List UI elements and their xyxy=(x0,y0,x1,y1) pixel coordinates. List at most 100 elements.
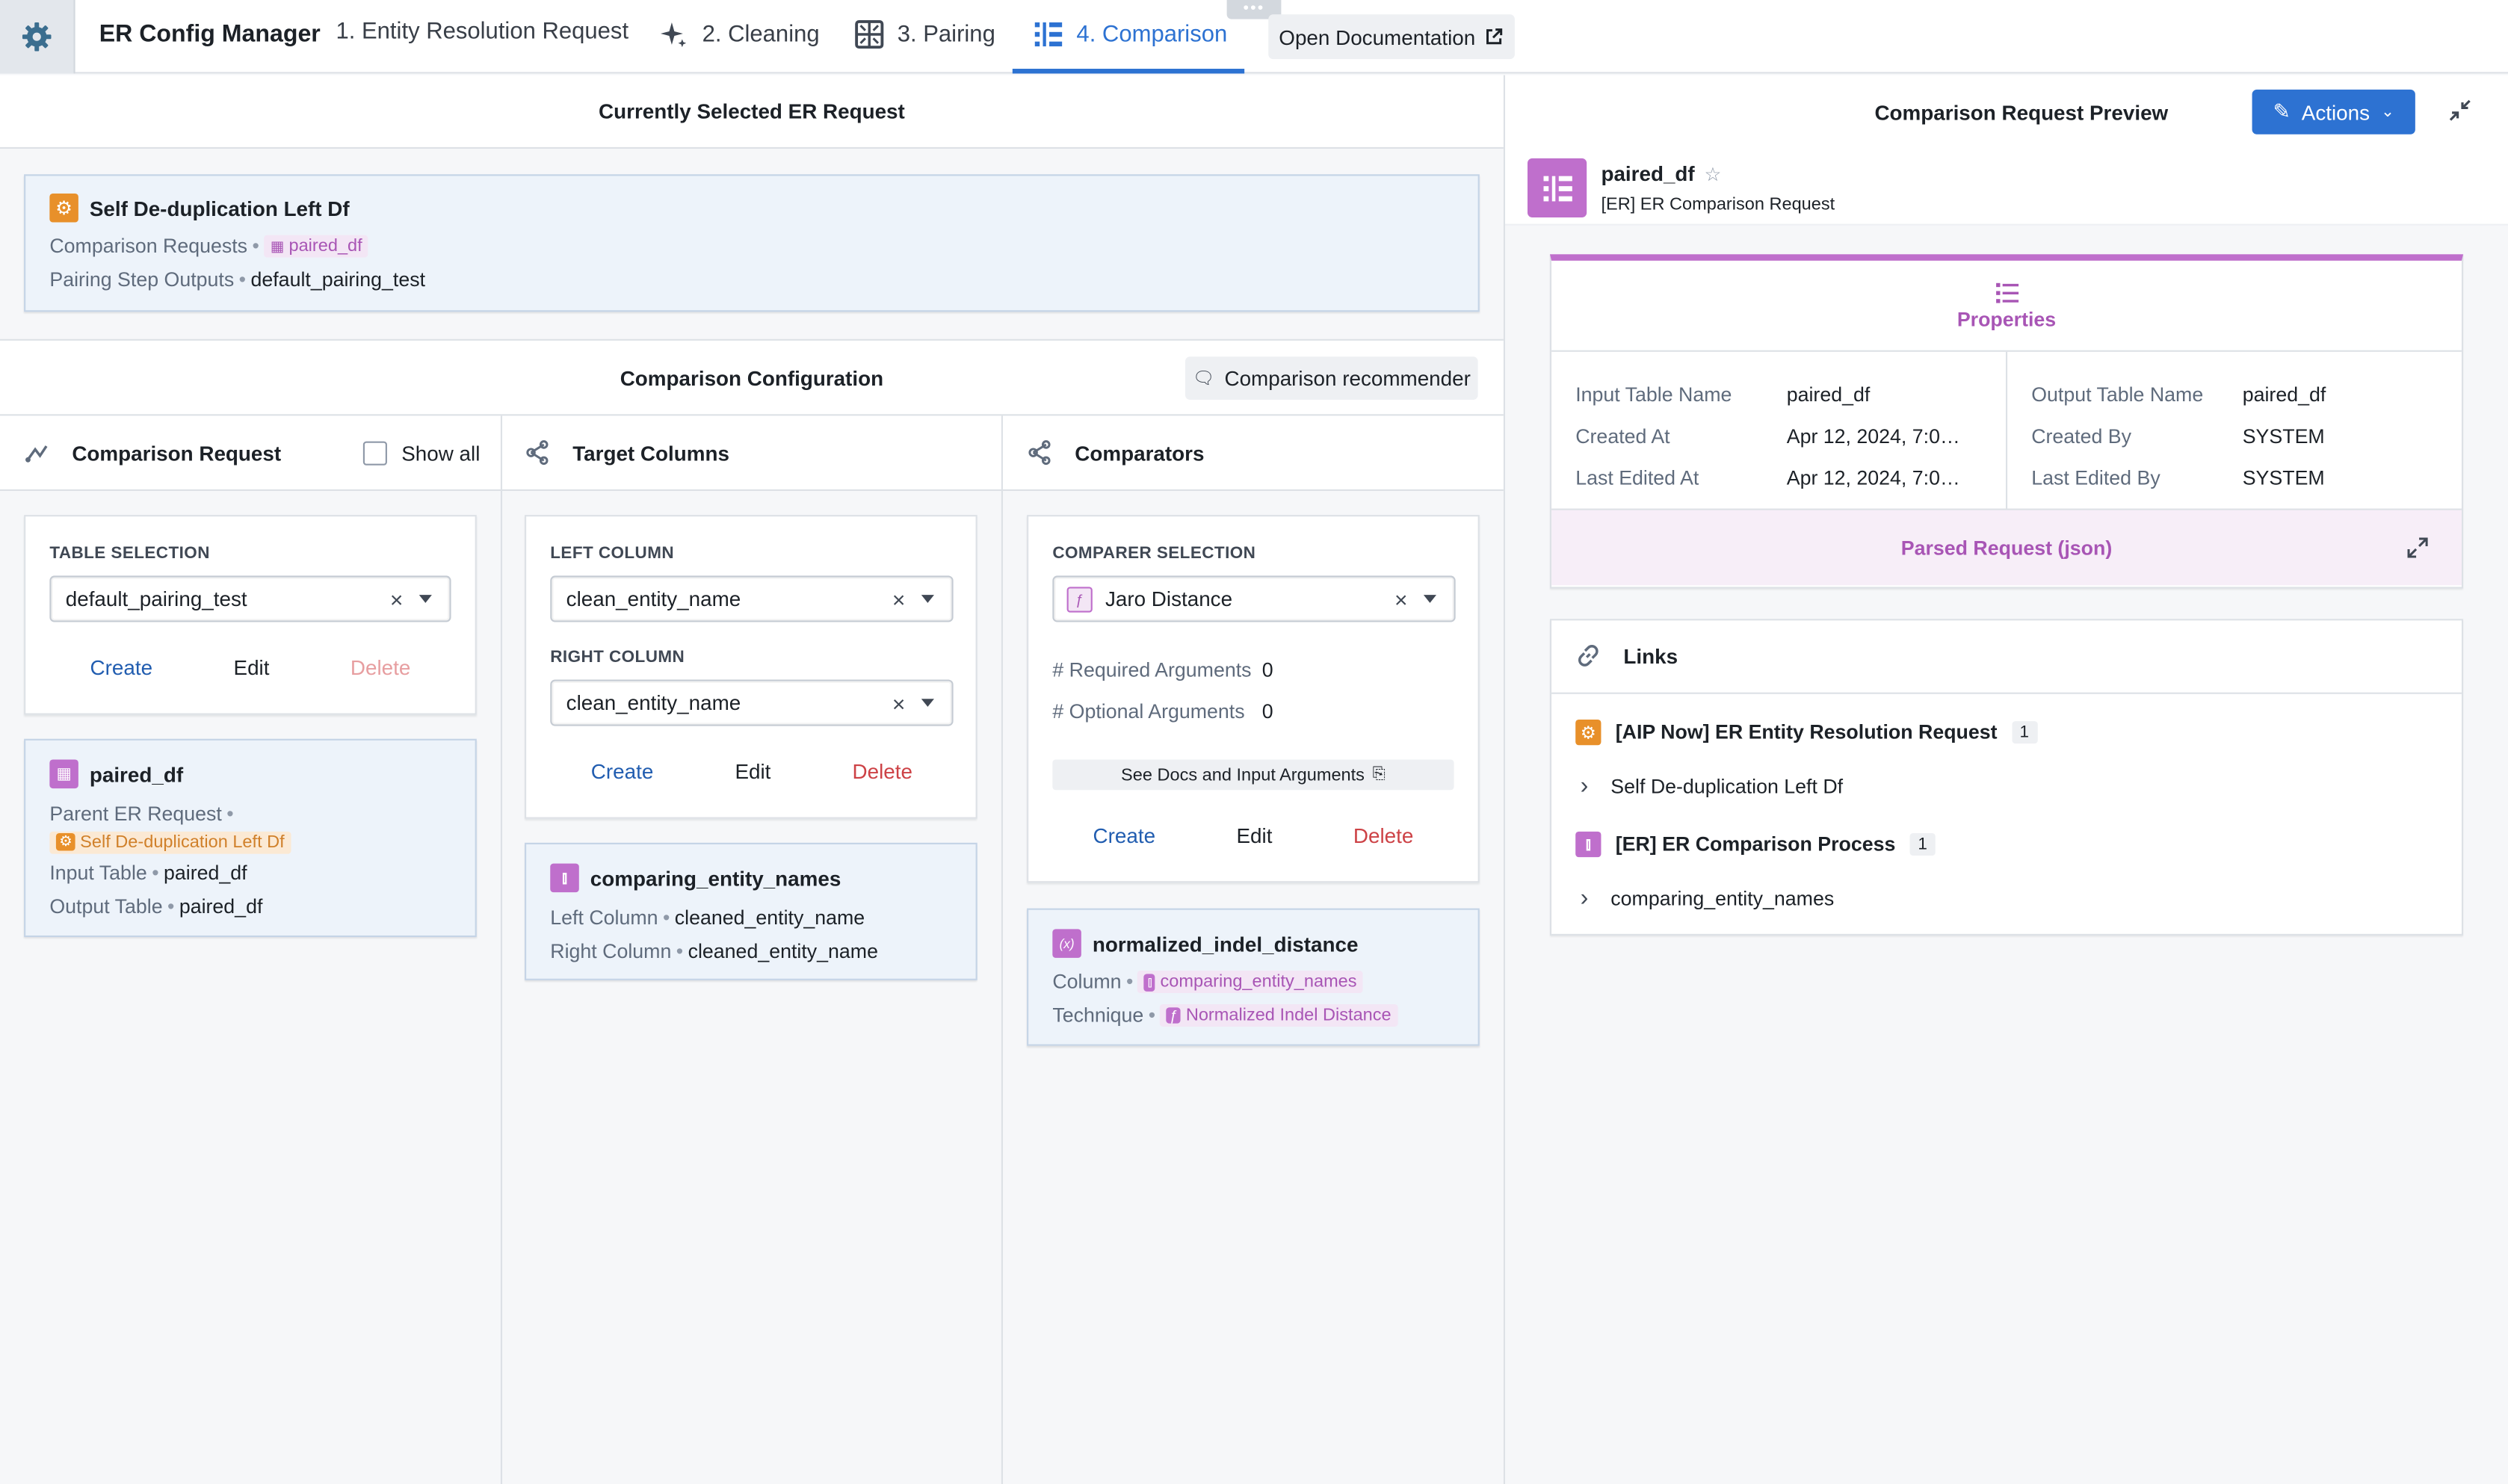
links-header xyxy=(1551,620,2462,694)
link-item-label: Self De-duplication Left Df xyxy=(1610,774,1844,797)
tab-label: 3. Pairing xyxy=(897,21,995,48)
link-row[interactable]: › comparing_entity_names xyxy=(1581,884,1835,911)
actions-button[interactable]: ✎ Actions ⌄ xyxy=(2252,89,2415,135)
link-count-badge: 1 xyxy=(1909,832,1936,856)
gear-icon: ⚙ xyxy=(1575,720,1602,746)
clear-icon[interactable]: × xyxy=(389,586,404,612)
left-column-label: LEFT COLUMN xyxy=(550,543,675,563)
recommender-label: Comparison recommender xyxy=(1224,366,1471,391)
selected-request-card[interactable]: ⚙ Self De-duplication Left Df Comparison… xyxy=(24,174,1480,312)
item-title: normalized_indel_distance xyxy=(1092,931,1359,956)
technique-label: Technique xyxy=(1052,1004,1144,1027)
caret-down-icon[interactable] xyxy=(1423,595,1436,603)
comparison-request-item[interactable]: ▦ paired_df Parent ER Request • ⚙ Self De-… xyxy=(24,738,477,938)
gear-icon xyxy=(22,22,52,52)
prop-label: Last Edited At xyxy=(1575,466,1699,489)
chat-icon: 🗨 xyxy=(1192,369,1215,389)
create-button[interactable]: Create xyxy=(90,655,153,680)
show-all-toggle[interactable]: Show all xyxy=(362,441,480,466)
comparer-value: Jaro Distance xyxy=(1105,587,1233,611)
preview-title: Comparison Request Preview xyxy=(1874,100,2169,125)
link-row[interactable]: › Self De-duplication Left Df xyxy=(1581,773,1843,800)
caret-down-icon[interactable] xyxy=(418,595,432,603)
create-button[interactable]: Create xyxy=(590,759,654,784)
pairing-outputs-label: Pairing Step Outputs xyxy=(49,268,235,291)
chevron-right-icon[interactable]: › xyxy=(1580,884,1589,912)
link-item-label: comparing_entity_names xyxy=(1610,886,1835,909)
edit-button[interactable]: Edit xyxy=(233,655,270,680)
prop-value: Apr 12, 2024, 7:0… xyxy=(1786,425,1960,448)
clear-icon[interactable]: × xyxy=(892,690,906,716)
expand-icon[interactable] xyxy=(2406,536,2430,560)
required-args-value: 0 xyxy=(1261,658,1273,681)
tab-label: 2. Cleaning xyxy=(702,22,820,49)
right-column-value: cleaned_entity_name xyxy=(688,940,878,963)
comparators-header: Comparators xyxy=(1075,440,1205,465)
column-icon: ⫾ xyxy=(1144,973,1156,991)
properties-tab[interactable]: Properties xyxy=(1551,261,2462,352)
link-count-badge: 1 xyxy=(2011,721,2037,744)
panel-divider xyxy=(1503,75,1506,1484)
route-icon xyxy=(25,445,48,463)
item-title: paired_df xyxy=(89,761,184,786)
comparison-recommender-button[interactable]: 🗨 Comparison recommender xyxy=(1184,356,1478,401)
parent-label: Parent ER Request xyxy=(49,803,222,826)
properties-card: Properties Input Table Name paired_df Cre… xyxy=(1549,254,2464,589)
right-column-label: RIGHT COLUMN xyxy=(550,647,685,667)
target-columns-header: Target Columns xyxy=(572,440,729,465)
minimize-button[interactable] xyxy=(2447,98,2473,123)
edit-button[interactable]: Edit xyxy=(1236,823,1273,848)
table-selection-select[interactable]: default_pairing_test × xyxy=(49,575,451,622)
right-column-value: clean_entity_name xyxy=(566,690,741,715)
prop-label: Input Table Name xyxy=(1575,383,1732,406)
input-table-label: Input Table xyxy=(49,862,147,885)
prop-value: paired_df xyxy=(2242,383,2326,406)
right-column-label: Right Column xyxy=(550,940,672,963)
tab-comparison[interactable]: 4. Comparison xyxy=(1012,0,1245,74)
see-docs-button[interactable]: See Docs and Input Arguments ⎘ xyxy=(1052,759,1454,791)
create-button[interactable]: Create xyxy=(1093,823,1156,848)
column-link[interactable]: ⫾ comparing_entity_names xyxy=(1137,971,1364,993)
tab-pairing[interactable]: 3. Pairing xyxy=(854,19,995,50)
pairing-outputs-value: default_pairing_test xyxy=(250,268,426,291)
output-table-label: Output Table xyxy=(49,895,163,918)
target-column-item[interactable]: ⫾ comparing_entity_names Left Column • cle… xyxy=(525,842,977,980)
parsed-request-label: Parsed Request (json) xyxy=(1900,537,2113,559)
technique-link[interactable]: ƒ Normalized Indel Distance xyxy=(1160,1004,1398,1027)
clear-icon[interactable]: × xyxy=(1394,586,1408,612)
object-title: paired_df xyxy=(1601,161,1695,186)
grid-pairing-icon xyxy=(855,19,884,49)
parent-request-link[interactable]: ⚙ Self De-duplication Left Df xyxy=(49,831,291,854)
delete-button[interactable]: Delete xyxy=(852,759,912,784)
prop-value: SYSTEM xyxy=(2242,425,2325,448)
comparer-selection-card: COMPARER SELECTION ƒ Jaro Distance × # R… xyxy=(1027,515,1480,883)
see-docs-label: See Docs and Input Arguments xyxy=(1121,765,1365,785)
comparator-item[interactable]: (x) normalized_indel_distance Column • ⫾ c… xyxy=(1027,908,1480,1046)
delete-button[interactable]: Delete xyxy=(1353,823,1414,848)
delete-button[interactable]: Delete xyxy=(350,655,411,680)
chevron-right-icon[interactable]: › xyxy=(1580,772,1589,800)
left-column-value: cleaned_entity_name xyxy=(674,906,865,930)
left-column-select[interactable]: clean_entity_name × xyxy=(550,575,954,622)
selected-request-header: Currently Selected ER Request xyxy=(0,75,1504,149)
edit-button[interactable]: Edit xyxy=(735,759,771,784)
comparer-select[interactable]: ƒ Jaro Distance × xyxy=(1052,575,1456,622)
left-column-value: clean_entity_name xyxy=(566,587,741,611)
app-gear-button[interactable] xyxy=(0,0,75,74)
caret-down-icon[interactable] xyxy=(921,595,934,603)
object-icon: ▦ xyxy=(49,759,78,789)
right-column-select[interactable]: clean_entity_name × xyxy=(550,679,954,726)
show-all-checkbox[interactable] xyxy=(362,441,387,466)
properties-tab-label: Properties xyxy=(1956,309,2057,331)
tab-entity-resolution-request[interactable]: 1. Entity Resolution Request xyxy=(336,19,628,45)
parsed-request-bar[interactable]: Parsed Request (json) xyxy=(1551,508,2462,586)
comparison-request-link[interactable]: ▦ paired_df xyxy=(264,235,369,258)
open-documentation-button[interactable]: Open Documentation xyxy=(1268,14,1515,60)
edit-icon: ✎ xyxy=(2273,99,2291,123)
star-icon[interactable]: ☆ xyxy=(1704,162,1722,185)
link-type-label: [ER] ER Comparison Process xyxy=(1615,832,1896,856)
clear-icon[interactable]: × xyxy=(892,586,906,612)
tab-cleaning[interactable]: 2. Cleaning xyxy=(658,19,820,52)
prop-label: Output Table Name xyxy=(2031,383,2204,406)
caret-down-icon[interactable] xyxy=(921,699,934,707)
